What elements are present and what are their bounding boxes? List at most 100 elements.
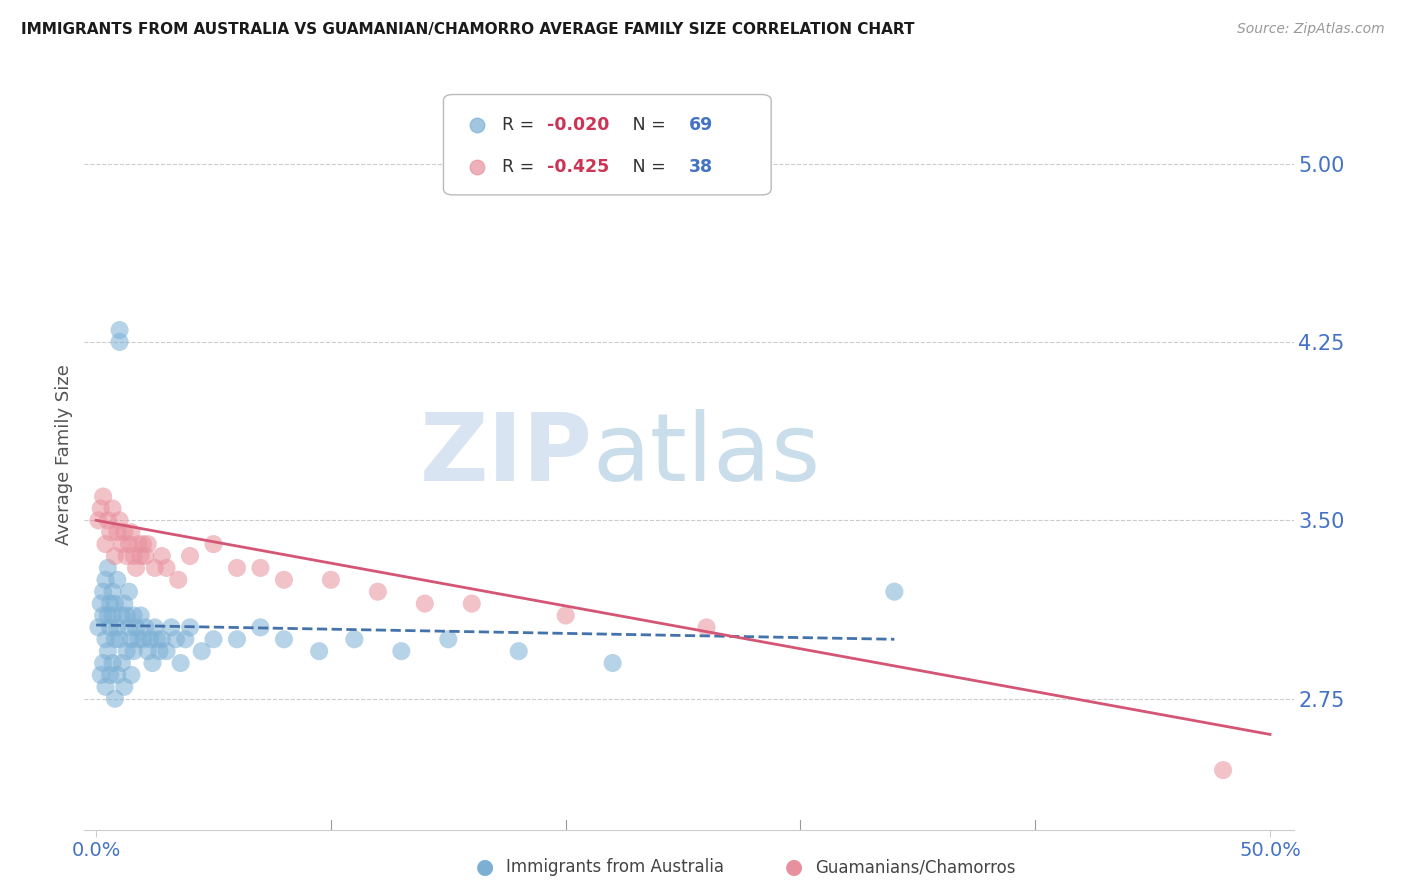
Point bbox=[90, 668, 112, 682]
Text: Guamanians/Chamorros: Guamanians/Chamorros bbox=[815, 858, 1017, 876]
Point bbox=[112, 525, 135, 540]
Point bbox=[105, 525, 128, 540]
Point bbox=[308, 644, 330, 658]
Text: ●: ● bbox=[786, 857, 803, 877]
Point bbox=[112, 680, 135, 694]
Point bbox=[125, 561, 148, 575]
Point bbox=[111, 608, 134, 623]
Text: 69: 69 bbox=[689, 116, 713, 135]
Point bbox=[696, 620, 718, 634]
Point bbox=[118, 620, 141, 634]
Point bbox=[122, 644, 145, 658]
Point bbox=[155, 644, 177, 658]
Point bbox=[273, 632, 295, 647]
Point bbox=[91, 608, 114, 623]
Point bbox=[108, 323, 131, 337]
Point bbox=[226, 632, 249, 647]
Point bbox=[554, 608, 576, 623]
Point bbox=[101, 608, 124, 623]
Text: IMMIGRANTS FROM AUSTRALIA VS GUAMANIAN/CHAMORRO AVERAGE FAMILY SIZE CORRELATION : IMMIGRANTS FROM AUSTRALIA VS GUAMANIAN/C… bbox=[21, 22, 914, 37]
Point bbox=[105, 668, 128, 682]
Point bbox=[105, 620, 128, 634]
FancyBboxPatch shape bbox=[443, 95, 770, 195]
Point bbox=[127, 537, 149, 551]
Point bbox=[343, 632, 366, 647]
Y-axis label: Average Family Size: Average Family Size bbox=[55, 365, 73, 545]
Point bbox=[94, 680, 117, 694]
Point bbox=[160, 620, 183, 634]
Point bbox=[104, 691, 127, 706]
Point bbox=[115, 608, 138, 623]
Point bbox=[143, 561, 166, 575]
Point bbox=[111, 537, 134, 551]
Point bbox=[190, 644, 212, 658]
Point bbox=[319, 573, 342, 587]
Point bbox=[174, 632, 197, 647]
Point bbox=[87, 620, 110, 634]
Text: R =: R = bbox=[502, 116, 540, 135]
Text: N =: N = bbox=[616, 116, 672, 135]
Point bbox=[141, 656, 163, 670]
Point bbox=[98, 668, 121, 682]
Point bbox=[437, 632, 460, 647]
Point bbox=[202, 537, 225, 551]
Point bbox=[104, 632, 127, 647]
Text: Immigrants from Australia: Immigrants from Australia bbox=[506, 858, 724, 876]
Point bbox=[1212, 763, 1234, 777]
Point bbox=[150, 632, 173, 647]
Point bbox=[413, 597, 436, 611]
Point bbox=[125, 620, 148, 634]
Point bbox=[461, 597, 484, 611]
Point bbox=[129, 608, 152, 623]
Point bbox=[129, 549, 152, 563]
Point bbox=[91, 490, 114, 504]
Text: ZIP: ZIP bbox=[419, 409, 592, 501]
Point bbox=[111, 656, 134, 670]
Point bbox=[101, 584, 124, 599]
Point bbox=[122, 549, 145, 563]
Point bbox=[226, 561, 249, 575]
Point bbox=[132, 632, 155, 647]
Point bbox=[97, 644, 120, 658]
Point bbox=[136, 537, 159, 551]
Point bbox=[148, 644, 170, 658]
Point bbox=[122, 608, 145, 623]
Point bbox=[169, 656, 191, 670]
Point bbox=[249, 620, 271, 634]
Point bbox=[134, 620, 156, 634]
Point bbox=[165, 632, 187, 647]
Point bbox=[97, 561, 120, 575]
Point bbox=[120, 525, 142, 540]
Point bbox=[273, 573, 295, 587]
Point bbox=[108, 513, 131, 527]
Point bbox=[108, 632, 131, 647]
Text: -0.425: -0.425 bbox=[547, 158, 610, 176]
Point bbox=[202, 632, 225, 647]
Text: -0.020: -0.020 bbox=[547, 116, 610, 135]
Text: N =: N = bbox=[616, 158, 672, 176]
Point bbox=[115, 549, 138, 563]
Text: ●: ● bbox=[477, 857, 494, 877]
Point bbox=[101, 501, 124, 516]
Point bbox=[155, 561, 177, 575]
Point bbox=[90, 501, 112, 516]
Point bbox=[136, 644, 159, 658]
Point bbox=[108, 334, 131, 349]
Point bbox=[150, 549, 173, 563]
Point bbox=[120, 668, 142, 682]
Point bbox=[602, 656, 624, 670]
Point bbox=[132, 537, 155, 551]
Point bbox=[112, 597, 135, 611]
Point bbox=[389, 644, 412, 658]
Point bbox=[120, 632, 142, 647]
Point bbox=[90, 597, 112, 611]
Point bbox=[134, 549, 156, 563]
Point bbox=[249, 561, 271, 575]
Point bbox=[118, 584, 141, 599]
Point bbox=[179, 549, 201, 563]
Point bbox=[143, 620, 166, 634]
Point bbox=[87, 513, 110, 527]
Point bbox=[91, 584, 114, 599]
Point bbox=[367, 584, 389, 599]
Point bbox=[167, 573, 190, 587]
